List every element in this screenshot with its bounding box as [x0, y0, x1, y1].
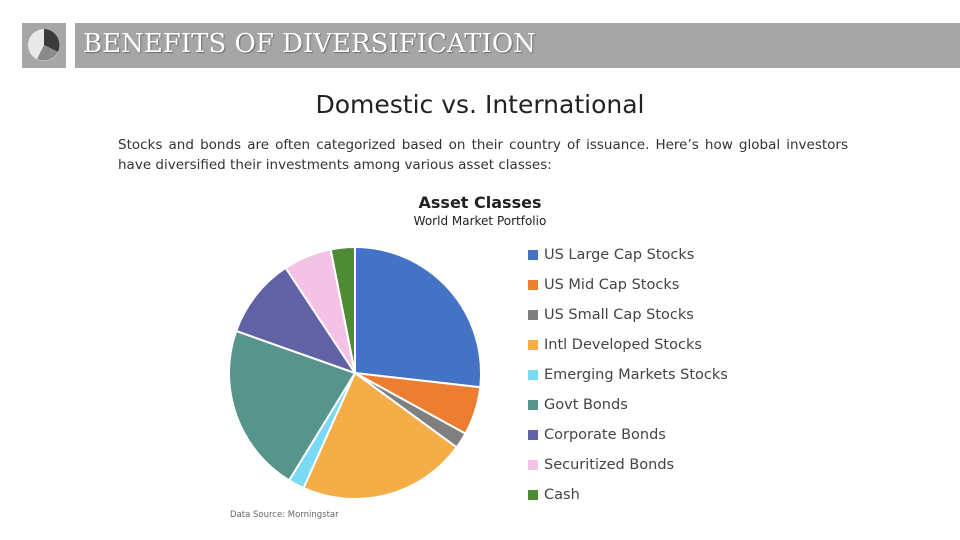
slide-subtitle: Domestic vs. International [315, 90, 645, 119]
pie-logo-icon [28, 29, 60, 61]
body-paragraph: Stocks and bonds are often categorized b… [118, 137, 848, 173]
legend-item: US Mid Cap Stocks [528, 274, 679, 296]
legend-swatch [528, 400, 538, 410]
pie-slice-govt-bonds [228, 329, 357, 482]
legend-swatch [528, 460, 538, 470]
legend-item: Securitized Bonds [528, 454, 674, 476]
legend-label: US Small Cap Stocks [544, 307, 694, 323]
legend-label: Securitized Bonds [544, 457, 675, 473]
legend-swatch [528, 310, 538, 320]
legend-item: Emerging Markets Stocks [528, 364, 728, 386]
pie-chart [228, 245, 482, 500]
legend-swatch [528, 250, 538, 260]
chart-subtitle: World Market Portfolio [413, 214, 547, 228]
legend-swatch [528, 370, 538, 380]
legend-label: Corporate Bonds [544, 427, 666, 443]
pie-slice-us-large-cap-stocks [354, 245, 482, 389]
legend-label: Intl Developed Stocks [544, 337, 702, 353]
page-title: BENEFITS OF DIVERSIFICATION [83, 29, 536, 59]
legend-label: Cash [544, 487, 580, 503]
data-source-note: Data Source: Morningstar [230, 510, 339, 520]
legend-label: Emerging Markets Stocks [544, 367, 728, 383]
legend-item: Intl Developed Stocks [528, 334, 702, 356]
legend-item: US Large Cap Stocks [528, 244, 694, 266]
legend-swatch [528, 280, 538, 290]
legend-item: Cash [528, 484, 580, 506]
legend-swatch [528, 490, 538, 500]
chart-title: Asset Classes [418, 193, 542, 212]
pie-slice-cash [329, 245, 356, 374]
title-bar: BENEFITS OF DIVERSIFICATION [75, 23, 960, 68]
logo-box [22, 23, 66, 68]
pie-slice-corporate-bonds [234, 266, 358, 375]
legend-item: US Small Cap Stocks [528, 304, 694, 326]
legend-label: Govt Bonds [544, 397, 628, 413]
legend-swatch [528, 430, 538, 440]
legend-swatch [528, 340, 538, 350]
legend-item: Govt Bonds [528, 394, 628, 416]
legend-item: Corporate Bonds [528, 424, 666, 446]
legend-label: US Mid Cap Stocks [544, 277, 680, 293]
legend-label: US Large Cap Stocks [544, 247, 695, 263]
